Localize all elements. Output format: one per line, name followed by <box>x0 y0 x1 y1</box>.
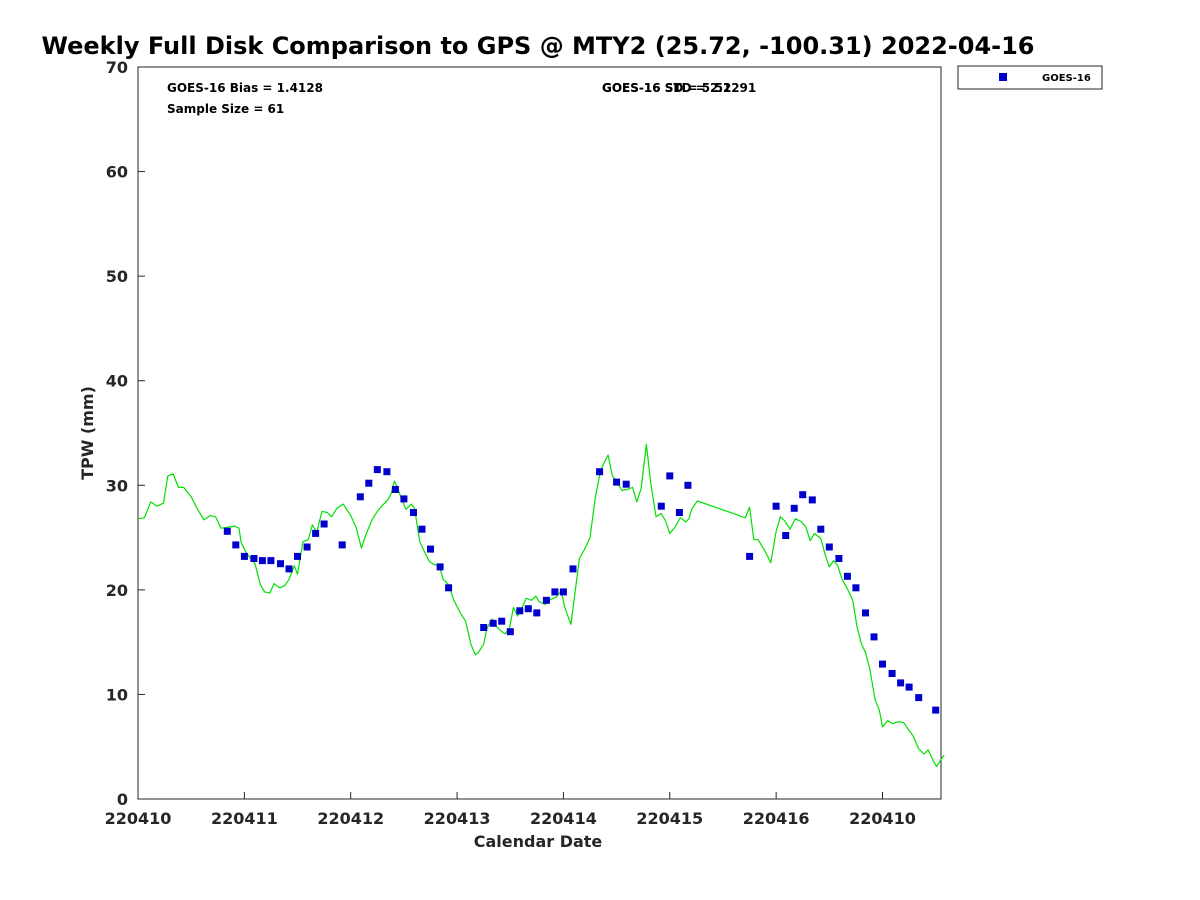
goes16-data-point <box>445 584 453 592</box>
y-tick-label: 0 <box>117 790 128 809</box>
goes16-data-point <box>888 670 896 677</box>
series-layer <box>137 443 945 768</box>
goes16-data-point <box>373 466 381 474</box>
goes16-data-point <box>356 493 364 501</box>
chart-title: Weekly Full Disk Comparison to GPS @ MTY… <box>41 32 1034 60</box>
goes16-data-point <box>746 552 754 560</box>
goes16-data-point <box>817 525 825 533</box>
goes16-data-point <box>489 619 497 627</box>
x-tick-label: 220416 <box>743 809 810 828</box>
std-annotation-b: GOES-16 SD = 5.52 <box>602 81 731 95</box>
goes16-data-point <box>516 607 524 615</box>
goes16-data-point <box>285 565 293 573</box>
y-tick-label: 10 <box>106 685 128 704</box>
goes16-data-point <box>915 694 923 702</box>
plot-frame <box>137 66 942 800</box>
bias-annotation: GOES-16 Bias = 1.4128 <box>167 81 323 95</box>
goes16-data-point <box>320 520 328 528</box>
goes16-data-point <box>843 572 851 580</box>
goes16-data-point <box>410 509 417 516</box>
x-axis: 220410 220411 220412 220413 220414 220415 2204… <box>105 792 916 828</box>
goes16-data-point <box>782 532 790 539</box>
goes16-data-point <box>400 495 408 503</box>
goes16-data-point <box>232 541 240 549</box>
y-axis: 0 10 20 30 40 50 60 70 <box>106 58 145 809</box>
goes16-data-point <box>506 628 514 636</box>
goes16-data-point <box>799 491 807 499</box>
goes16-data-point <box>338 541 346 549</box>
goes16-data-point <box>524 605 532 613</box>
gps-series-line <box>137 443 945 768</box>
goes16-data-point <box>808 496 816 504</box>
legend-label-goes16: GOES-16 <box>1042 73 1091 84</box>
plot-area: 0 10 20 30 40 50 60 70 220410 220411 220412 220413… <box>105 58 945 828</box>
goes16-data-point <box>862 609 869 617</box>
goes16-data-point <box>365 479 373 487</box>
legend-box <box>957 65 1103 90</box>
goes16-data-point <box>666 472 674 480</box>
x-tick-label: 220412 <box>317 809 384 828</box>
goes16-data-point <box>312 529 320 537</box>
goes16-data-point <box>569 565 577 573</box>
goes16-data-point <box>870 633 878 641</box>
y-tick-label: 50 <box>106 267 128 286</box>
goes16-data-point <box>480 624 488 631</box>
goes16-data-point <box>622 480 630 488</box>
y-tick-label: 20 <box>106 581 128 600</box>
goes16-data-point <box>303 543 311 551</box>
goes16-data-point <box>294 552 301 560</box>
goes16-data-point <box>879 660 886 668</box>
goes16-data-point <box>533 609 541 617</box>
x-axis-label: Calendar Date <box>474 832 603 851</box>
goes16-data-point <box>657 502 665 510</box>
goes16-data-point <box>267 557 275 565</box>
x-tick-label: 220413 <box>424 809 491 828</box>
goes16-data-point <box>897 679 905 687</box>
goes16-data-point <box>932 706 940 714</box>
goes16-data-point <box>542 596 550 604</box>
goes16-data-point <box>772 502 780 510</box>
goes16-data-point <box>240 552 248 560</box>
goes16-data-point <box>436 563 444 571</box>
goes16-data-point <box>427 545 434 553</box>
y-tick-label: 60 <box>106 163 128 182</box>
goes16-data-point <box>596 468 604 476</box>
x-tick-label: 220411 <box>211 809 278 828</box>
goes16-data-point <box>383 468 391 476</box>
goes16-data-point <box>223 527 231 535</box>
x-tick-label: 220414 <box>530 809 597 828</box>
legend: GOES-16 <box>957 65 1103 90</box>
goes16-data-point <box>835 555 843 562</box>
goes16-data-point <box>675 509 683 516</box>
goes16-data-point <box>790 504 798 512</box>
goes16-data-point <box>418 525 426 533</box>
goes16-data-point <box>613 478 621 486</box>
x-tick-label: 220415 <box>636 809 703 828</box>
goes16-data-point <box>498 617 506 625</box>
goes16-data-point <box>825 543 833 551</box>
y-tick-label: 30 <box>106 476 128 495</box>
goes16-data-point <box>551 588 559 596</box>
goes16-data-point <box>277 560 284 568</box>
goes16-data-point <box>905 683 913 691</box>
y-tick-label: 70 <box>106 58 128 77</box>
std-annotation-a: GOES-16 STD = 2.1291 <box>602 81 756 95</box>
goes16-data-point <box>852 584 860 592</box>
goes16-data-point <box>684 481 692 489</box>
y-axis-label: TPW (mm) <box>78 386 97 480</box>
goes16-data-point <box>258 557 266 565</box>
goes16-data-point <box>391 486 399 493</box>
y-tick-label: 40 <box>106 372 128 391</box>
goes16-data-point <box>250 555 258 562</box>
x-tick-label: 220410 <box>849 809 916 828</box>
sample-size-annotation: Sample Size = 61 <box>167 102 284 116</box>
goes16-data-point <box>559 588 567 596</box>
legend-marker <box>999 73 1007 81</box>
x-tick-label: 220410 <box>105 809 172 828</box>
